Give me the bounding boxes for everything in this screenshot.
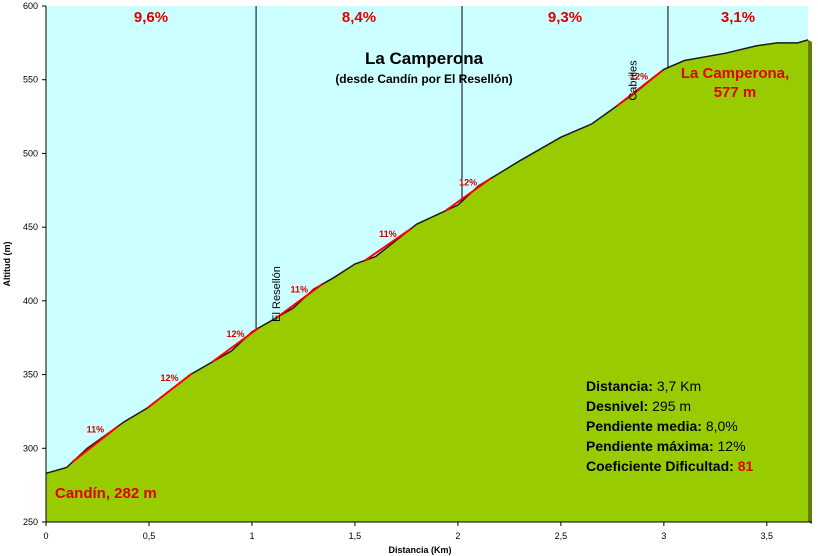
x-tick-label: 3,5 <box>761 531 774 541</box>
terrain-side <box>808 39 812 525</box>
x-tick-label: 2,5 <box>555 531 568 541</box>
max-grade-label: 12% <box>161 373 179 383</box>
y-tick-label: 350 <box>23 370 38 380</box>
stat-difficulty: Coeficiente Dificultad: 81 <box>586 456 753 476</box>
start-label: Candín, 282 m <box>55 485 157 502</box>
section-grade-label: 3,1% <box>721 9 755 26</box>
y-tick-label: 550 <box>23 75 38 85</box>
stat-max-grade: Pendiente máxima: 12% <box>586 436 753 456</box>
x-tick-label: 0,5 <box>143 531 156 541</box>
stat-elevation-label: Desnivel: <box>586 398 649 414</box>
stat-avg-grade-label: Pendiente media: <box>586 418 702 434</box>
max-grade-segment <box>444 177 492 212</box>
section-grade-label: 9,6% <box>134 9 168 26</box>
x-tick-label: 1,5 <box>349 531 362 541</box>
y-tick-label: 250 <box>23 517 38 527</box>
waypoint-label: El Resellón <box>271 266 283 322</box>
max-grade-label: 11% <box>87 424 105 434</box>
stat-distance-value: 3,7 Km <box>656 378 702 394</box>
x-tick-label: 3 <box>661 531 666 541</box>
max-grade-segment <box>146 372 193 410</box>
y-tick-label: 500 <box>23 148 38 158</box>
y-axis-label: Altitud (m) <box>2 242 12 287</box>
summit-label-altitude: 577 m <box>714 84 757 101</box>
stat-elevation: Desnivel: 295 m <box>586 396 753 416</box>
y-tick-label: 300 <box>23 443 38 453</box>
x-tick-label: 1 <box>249 531 254 541</box>
chart-title: La Camperona <box>365 49 484 68</box>
max-grade-label: 11% <box>291 284 309 294</box>
max-grade-segment <box>615 70 663 108</box>
y-tick-label: 450 <box>23 222 38 232</box>
stat-difficulty-label: Coeficiente Dificultad: <box>586 458 734 474</box>
max-grade-label: 11% <box>379 229 397 239</box>
y-tick-label: 400 <box>23 296 38 306</box>
max-grade-label: 12% <box>459 177 477 187</box>
max-grade-segment <box>276 283 323 319</box>
waypoint-label: Cabriles <box>627 60 639 101</box>
stat-avg-grade-value: 8,0% <box>705 418 738 434</box>
section-grade-label: 9,3% <box>548 9 582 26</box>
x-axis-label: Distancia (Km) <box>388 545 451 555</box>
stat-max-grade-label: Pendiente máxima: <box>586 438 714 454</box>
chart-subtitle: (desde Candín por El Resellón) <box>335 72 512 86</box>
max-grade-segment <box>364 228 412 262</box>
x-tick-label: 2 <box>455 531 460 541</box>
stat-elevation-value: 295 m <box>652 398 692 414</box>
max-grade-segment <box>212 327 259 363</box>
section-grade-label: 8,4% <box>342 9 376 26</box>
max-grade-segment <box>72 425 119 463</box>
terrain-area <box>46 39 808 523</box>
stat-distance-label: Distancia: <box>586 378 653 394</box>
summit-label-name: La Camperona, <box>681 65 789 82</box>
stat-max-grade-value: 12% <box>717 438 746 454</box>
stats-panel: Distancia: 3,7 Km Desnivel: 295 m Pendie… <box>586 376 753 476</box>
max-grade-label: 12% <box>226 329 244 339</box>
y-tick-label: 600 <box>23 1 38 11</box>
stat-difficulty-value: 81 <box>737 458 754 474</box>
x-tick-label: 0 <box>43 531 48 541</box>
max-grade-label: 12% <box>630 71 648 81</box>
stat-distance: Distancia: 3,7 Km <box>586 376 753 396</box>
stat-avg-grade: Pendiente media: 8,0% <box>586 416 753 436</box>
